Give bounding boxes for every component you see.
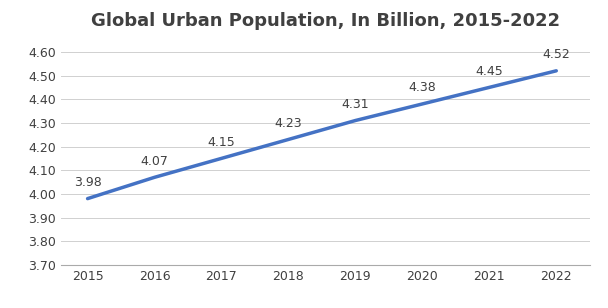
Text: 4.07: 4.07 xyxy=(140,155,168,168)
Text: 3.98: 3.98 xyxy=(74,176,102,189)
Text: 4.45: 4.45 xyxy=(475,65,503,78)
Text: 4.15: 4.15 xyxy=(207,136,235,149)
Text: 4.38: 4.38 xyxy=(409,81,437,94)
Text: 4.23: 4.23 xyxy=(275,117,302,130)
Text: 4.31: 4.31 xyxy=(342,98,369,111)
Title: Global Urban Population, In Billion, 2015-2022: Global Urban Population, In Billion, 201… xyxy=(91,12,560,30)
Text: 4.52: 4.52 xyxy=(542,48,570,61)
